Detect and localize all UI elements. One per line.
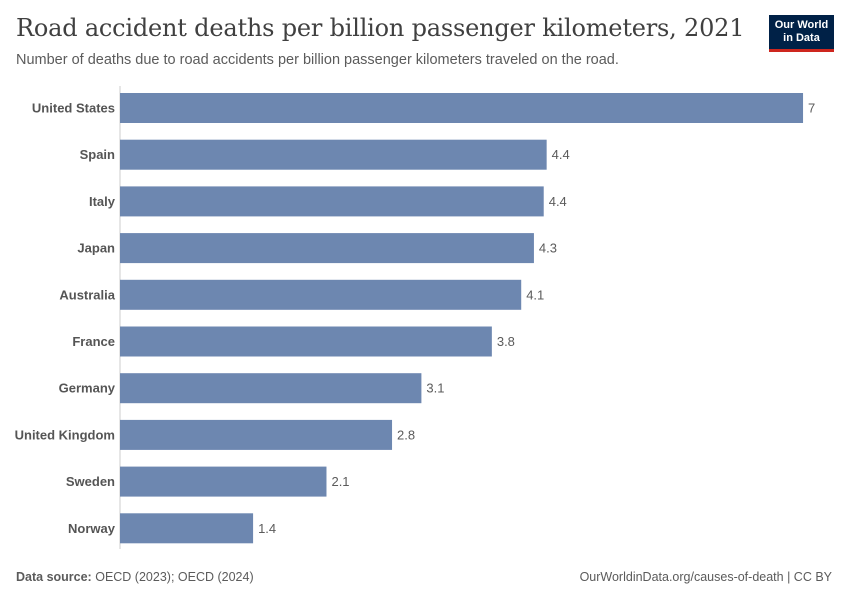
value-label: 2.1 bbox=[331, 474, 349, 489]
bar-japan[interactable] bbox=[120, 233, 534, 264]
credit-link[interactable]: OurWorldinData.org/causes-of-death | CC … bbox=[579, 570, 832, 584]
bar-australia[interactable] bbox=[120, 279, 522, 310]
bar-norway[interactable] bbox=[120, 513, 254, 544]
value-label: 4.1 bbox=[526, 287, 544, 302]
value-label: 7 bbox=[808, 101, 815, 116]
bar-united-states[interactable] bbox=[120, 93, 804, 123]
bar-france[interactable] bbox=[120, 326, 492, 357]
category-label: United Kingdom bbox=[15, 427, 115, 442]
value-label: 2.8 bbox=[397, 427, 415, 442]
category-label: Italy bbox=[89, 194, 116, 209]
value-label: 3.1 bbox=[426, 381, 444, 396]
category-label: Australia bbox=[59, 287, 115, 302]
bar-united-kingdom[interactable] bbox=[120, 419, 393, 450]
data-source: Data source: OECD (2023); OECD (2024) bbox=[16, 570, 254, 584]
value-label: 4.3 bbox=[539, 241, 557, 256]
category-label: Sweden bbox=[66, 474, 115, 489]
category-label: Norway bbox=[68, 521, 116, 536]
data-source-label: Data source: bbox=[16, 570, 92, 584]
bar-chart: United States 7 Spain 4.4 Italy 4.4 Japan 4.3 Au… bbox=[15, 86, 815, 549]
category-label: Germany bbox=[59, 381, 116, 396]
value-label: 4.4 bbox=[549, 194, 567, 209]
value-label: 3.8 bbox=[497, 334, 515, 349]
chart-subtitle: Number of deaths due to road accidents p… bbox=[16, 52, 619, 68]
category-label: Japan bbox=[77, 241, 115, 256]
owid-logo[interactable]: Our World in Data bbox=[769, 15, 834, 52]
category-label: France bbox=[72, 334, 115, 349]
logo-line-2: in Data bbox=[783, 32, 820, 44]
category-label: Spain bbox=[80, 147, 115, 162]
bar-italy[interactable] bbox=[120, 186, 544, 217]
bar-spain[interactable] bbox=[120, 139, 547, 170]
value-label: 4.4 bbox=[552, 147, 570, 162]
data-source-text: OECD (2023); OECD (2024) bbox=[95, 570, 254, 584]
chart-title: Road accident deaths per billion passeng… bbox=[16, 14, 745, 42]
logo-line-1: Our World bbox=[774, 19, 829, 31]
bar-sweden[interactable] bbox=[120, 466, 327, 497]
value-label: 1.4 bbox=[258, 521, 276, 536]
bar-germany[interactable] bbox=[120, 373, 422, 404]
category-label: United States bbox=[32, 101, 115, 116]
